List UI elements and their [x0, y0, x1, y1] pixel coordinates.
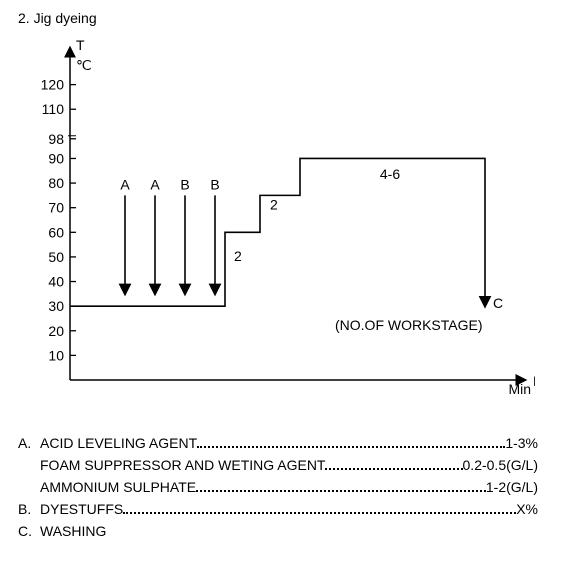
y-tick-label: 120 [41, 77, 65, 93]
recipe-row: A.ACID LEVELING AGENT 1-3% [18, 432, 538, 454]
y-tick-label: 10 [48, 347, 64, 363]
y-tick-label: 70 [48, 200, 64, 216]
x-axis-label: Min [508, 381, 531, 397]
y-tick-label: 50 [48, 249, 64, 265]
temperature-profile [70, 158, 485, 306]
recipe-value: 0.2-0.5(G/L) [463, 454, 538, 476]
recipe-label: ACID LEVELING AGENT [40, 432, 197, 454]
recipe-letter: C. [18, 520, 40, 542]
recipe-row: C.WASHING [18, 520, 538, 542]
y-tick-label: 20 [48, 323, 64, 339]
leader-dots [196, 477, 486, 492]
leader-dots [325, 455, 462, 470]
recipe-label: DYESTUFFS [40, 498, 123, 520]
jig-dyeing-chart: T ℃ Min 10 20 30 40 50 60 70 80 90 98 110 120 A A B B 2 2 4-6… [30, 40, 535, 410]
workstage-caption: (NO.OF WORKSTAGE) [335, 317, 483, 333]
leader-dots [123, 499, 516, 514]
recipe-label: WASHING [40, 520, 106, 542]
workstage-count: 4-6 [380, 166, 400, 182]
y-tick-label: 98 [48, 131, 64, 147]
recipe-value: 1-3% [505, 432, 538, 454]
y-tick-label: 80 [48, 175, 64, 191]
workstage-count: 2 [234, 248, 242, 264]
x-axis-label: Min [533, 373, 535, 389]
workstage-count: 2 [270, 197, 278, 213]
section-heading: 2. Jig dyeing [18, 10, 97, 26]
recipe-letter: B. [18, 498, 40, 520]
recipe-row: FOAM SUPPRESSOR AND WETING AGENT 0.2-0.5… [18, 454, 538, 476]
recipe-label: FOAM SUPPRESSOR AND WETING AGENT [40, 454, 325, 476]
recipe-list: A.ACID LEVELING AGENT1-3%FOAM SUPPRESSOR… [18, 432, 538, 542]
y-tick-label: 110 [42, 101, 65, 117]
y-tick-label: 60 [48, 224, 64, 240]
addition-arrow-label: A [150, 176, 160, 192]
y-tick-label: 40 [48, 274, 64, 290]
recipe-letter: A. [18, 432, 40, 454]
addition-arrow-label: B [180, 176, 189, 192]
addition-arrow-label: A [120, 176, 130, 192]
recipe-row: B.DYESTUFFS X% [18, 498, 538, 520]
y-axis-unit: ℃ [76, 57, 92, 73]
final-stage-marker: C [493, 295, 503, 311]
y-tick-label: 30 [48, 298, 64, 314]
recipe-label: AMMONIUM SULPHATE [40, 476, 196, 498]
y-tick-label: 90 [48, 150, 64, 166]
recipe-value: 1-2(G/L) [486, 476, 538, 498]
leader-dots [197, 433, 505, 448]
recipe-value: X% [516, 498, 538, 520]
addition-arrow-label: B [210, 176, 219, 192]
recipe-row: AMMONIUM SULPHATE 1-2(G/L) [18, 476, 538, 498]
y-axis-label-T: T [76, 40, 85, 53]
